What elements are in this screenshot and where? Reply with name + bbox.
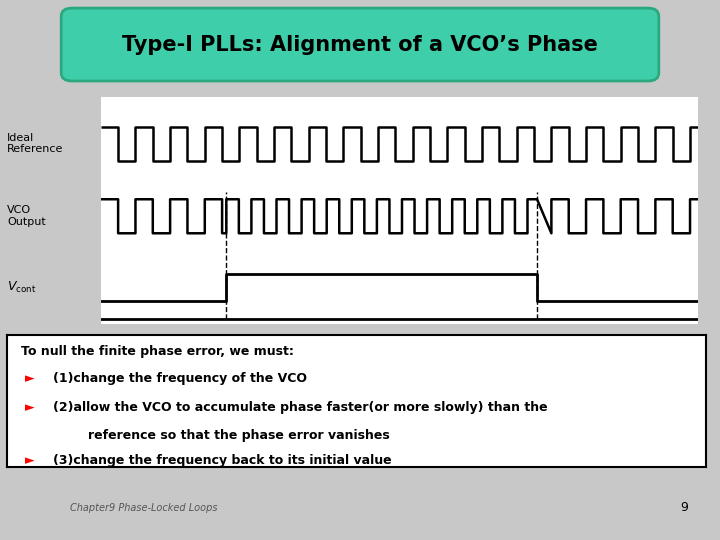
Text: (3)change the frequency back to its initial value: (3)change the frequency back to its init… [53,454,391,467]
Text: VCO
Output: VCO Output [7,205,46,227]
Text: (2)allow the VCO to accumulate phase faster(or more slowly) than the: (2)allow the VCO to accumulate phase fas… [53,401,547,414]
Text: ►: ► [24,454,35,467]
Text: (1)change the frequency of the VCO: (1)change the frequency of the VCO [53,372,307,385]
Text: reference so that the phase error vanishes: reference so that the phase error vanish… [88,429,390,442]
Text: ►: ► [24,401,35,414]
Text: Ideal
Reference: Ideal Reference [7,133,63,154]
Text: ►: ► [24,372,35,385]
Text: To null the finite phase error, we must:: To null the finite phase error, we must: [21,346,294,359]
Text: 9: 9 [680,501,688,514]
Text: $t_1$: $t_1$ [531,342,544,359]
Text: Chapter9 Phase-Locked Loops: Chapter9 Phase-Locked Loops [71,503,217,512]
Text: Type-I PLLs: Alignment of a VCO’s Phase: Type-I PLLs: Alignment of a VCO’s Phase [122,35,598,55]
Text: $\it{V}_{\rm cont}$: $\it{V}_{\rm cont}$ [7,280,37,295]
Text: $t_0$: $t_0$ [220,342,233,359]
